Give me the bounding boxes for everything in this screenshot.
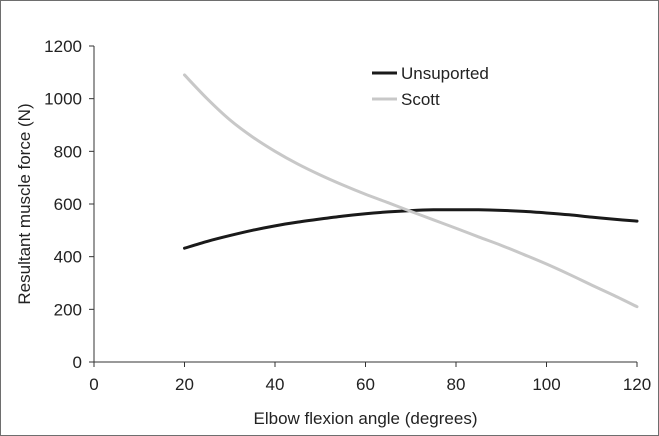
legend-label: Scott <box>401 90 440 109</box>
series-line-unsuported <box>185 210 638 249</box>
legend: Unsuported Scott <box>372 64 489 109</box>
x-tick-label: 80 <box>447 375 466 394</box>
x-tick-label: 100 <box>532 375 560 394</box>
x-axis-title: Elbow flexion angle (degrees) <box>254 409 478 428</box>
y-tick-label: 1000 <box>44 90 82 109</box>
series-lines <box>185 75 638 307</box>
series-line-scott <box>185 75 638 307</box>
x-tick-labels: 0 20 40 60 80 100 120 <box>89 375 651 394</box>
y-tick-label: 200 <box>54 300 82 319</box>
tick-marks <box>89 46 637 367</box>
legend-label: Unsuported <box>401 64 489 83</box>
y-tick-label: 1200 <box>44 37 82 56</box>
x-tick-label: 20 <box>175 375 194 394</box>
y-tick-label: 800 <box>54 142 82 161</box>
x-tick-label: 0 <box>89 375 98 394</box>
y-tick-label: 600 <box>54 195 82 214</box>
y-tick-label: 0 <box>73 353 82 372</box>
y-tick-label: 400 <box>54 248 82 267</box>
x-tick-label: 40 <box>266 375 285 394</box>
y-tick-labels: 0 200 400 600 800 1000 1200 <box>44 37 82 372</box>
x-tick-label: 60 <box>356 375 375 394</box>
x-tick-label: 120 <box>623 375 651 394</box>
axes <box>94 46 637 362</box>
y-axis-title: Resultant muscle force (N) <box>15 103 34 304</box>
